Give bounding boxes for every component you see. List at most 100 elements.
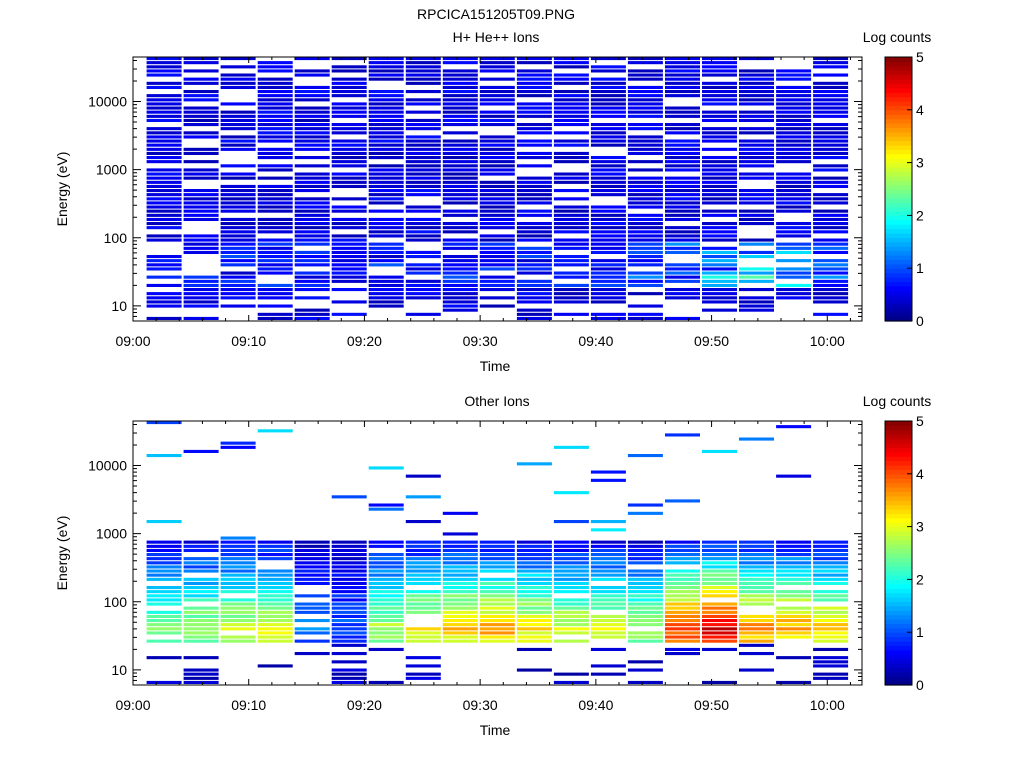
colorbar-segment — [885, 522, 912, 528]
colorbar-segment — [885, 79, 912, 84]
heatmap-cell — [776, 234, 812, 238]
heatmap-cell — [220, 602, 256, 606]
colorbar-segment — [885, 83, 912, 89]
heatmap-cell — [665, 561, 700, 565]
heatmap-cell — [516, 614, 552, 618]
heatmap-cell — [590, 312, 626, 316]
colorbar-segment — [885, 500, 912, 506]
heatmap-cell — [220, 209, 256, 213]
heatmap-cell — [702, 586, 737, 590]
heatmap-cell — [813, 627, 849, 631]
heatmap-cell — [627, 213, 663, 217]
heatmap-cell — [294, 275, 330, 279]
heatmap-cell — [294, 296, 330, 300]
heatmap-cell — [739, 102, 774, 106]
colorbar-tick-label: 4 — [916, 102, 924, 118]
heatmap-cell — [146, 147, 182, 151]
colorbar-segment — [885, 544, 912, 550]
heatmap-cell — [220, 610, 256, 614]
heatmap-cell — [146, 590, 182, 594]
heatmap-cell — [405, 664, 441, 668]
heatmap-cell — [813, 246, 849, 250]
heatmap-cell — [590, 316, 626, 320]
heatmap-cell — [516, 81, 552, 85]
heatmap-cell — [257, 118, 293, 122]
heatmap-cell — [702, 255, 737, 259]
heatmap-cell — [665, 131, 700, 135]
heatmap-cell — [776, 94, 812, 98]
colorbar-segment — [885, 548, 912, 554]
heatmap-cell — [702, 619, 737, 623]
heatmap-cell — [590, 222, 626, 226]
heatmap-cell — [590, 627, 626, 631]
heatmap-cell — [146, 57, 182, 61]
heatmap-cell — [257, 127, 293, 131]
colorbar-segment — [885, 61, 912, 67]
heatmap-cell — [442, 160, 478, 164]
heatmap-cell — [442, 623, 478, 627]
heatmap-cell — [813, 217, 849, 221]
heatmap-cell — [702, 73, 737, 77]
heatmap-cell — [294, 283, 330, 287]
heatmap-cell — [442, 77, 478, 81]
heatmap-cell — [516, 548, 552, 552]
heatmap-cell — [331, 565, 367, 569]
heatmap-cell — [627, 139, 663, 143]
y-axis-label: Energy (eV) — [54, 152, 70, 227]
heatmap-cell — [553, 553, 589, 557]
heatmap-cell — [257, 606, 293, 610]
heatmap-cell — [590, 548, 626, 552]
heatmap-cell — [294, 308, 330, 312]
heatmap-cell — [813, 94, 849, 98]
heatmap-cell — [368, 172, 404, 176]
colorbar-segment — [885, 535, 912, 541]
heatmap-cell — [257, 553, 293, 557]
heatmap-cell — [146, 631, 182, 635]
heatmap-cell — [442, 110, 478, 114]
heatmap-cell — [183, 619, 219, 623]
heatmap-cell — [813, 259, 849, 263]
heatmap-cell — [590, 631, 626, 635]
heatmap-cell — [479, 222, 515, 226]
heatmap-cell — [590, 102, 626, 106]
heatmap-cell — [294, 557, 330, 561]
heatmap-cell — [665, 652, 700, 656]
heatmap-cell — [627, 98, 663, 102]
heatmap-cell — [479, 90, 515, 94]
heatmap-cell — [220, 193, 256, 197]
heatmap-cell — [702, 275, 737, 279]
heatmap-cell — [813, 614, 849, 618]
heatmap-cell — [220, 590, 256, 594]
heatmap-cell — [813, 65, 849, 69]
heatmap-cell — [702, 557, 737, 561]
colorbar-segment — [885, 469, 912, 475]
heatmap-cell — [590, 590, 626, 594]
heatmap-cell — [553, 557, 589, 561]
heatmap-cell — [702, 590, 737, 594]
colorbar-segment — [885, 136, 912, 142]
heatmap-cell — [813, 164, 849, 168]
colorbar-segment — [885, 553, 912, 558]
heatmap-cell — [220, 139, 256, 143]
heatmap-cell — [813, 201, 849, 205]
heatmap-cell — [702, 631, 737, 635]
heatmap-cell — [739, 197, 774, 201]
heatmap-cell — [627, 577, 663, 581]
heatmap-cell — [590, 156, 626, 160]
heatmap-cell — [294, 127, 330, 131]
heatmap-cell — [702, 94, 737, 98]
heatmap-cell — [405, 69, 441, 73]
heatmap-cell — [516, 259, 552, 263]
heatmap-cell — [627, 312, 663, 316]
colorbar-segment — [885, 619, 912, 624]
heatmap-cell — [776, 201, 812, 205]
heatmap-cell — [776, 131, 812, 135]
heatmap-cell — [516, 544, 552, 548]
heatmap-cell — [331, 65, 367, 69]
heatmap-cell — [553, 300, 589, 304]
heatmap-cell — [257, 106, 293, 110]
heatmap-cell — [368, 594, 404, 598]
heatmap-cell — [331, 238, 367, 242]
heatmap-cell — [220, 635, 256, 639]
heatmap-cell — [665, 180, 700, 184]
